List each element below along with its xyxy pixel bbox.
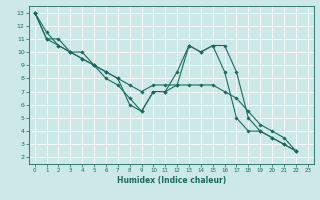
X-axis label: Humidex (Indice chaleur): Humidex (Indice chaleur) [116,176,226,185]
